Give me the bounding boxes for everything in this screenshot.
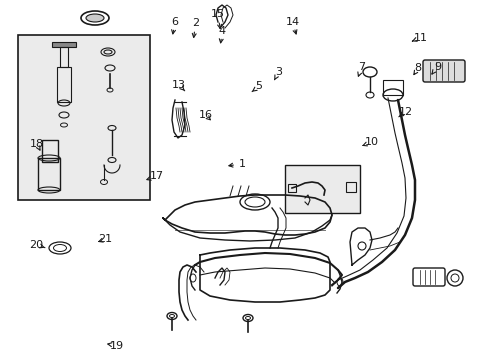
Text: 5: 5 — [255, 81, 262, 91]
Bar — [285, 165, 359, 213]
Bar — [382, 80, 402, 95]
Bar — [57, 67, 71, 102]
Text: 13: 13 — [171, 80, 185, 90]
Text: 18: 18 — [30, 139, 43, 149]
Text: 4: 4 — [219, 26, 225, 36]
Bar — [42, 140, 58, 162]
Text: 16: 16 — [198, 110, 212, 120]
Bar — [60, 47, 68, 67]
Text: 1: 1 — [238, 159, 245, 169]
Text: 9: 9 — [433, 62, 440, 72]
Text: 17: 17 — [149, 171, 163, 181]
Ellipse shape — [86, 14, 104, 22]
Text: 3: 3 — [275, 67, 282, 77]
Text: 7: 7 — [358, 62, 365, 72]
Text: 12: 12 — [398, 107, 412, 117]
Text: 21: 21 — [98, 234, 112, 244]
Text: 10: 10 — [364, 137, 378, 147]
Text: 14: 14 — [285, 17, 299, 27]
FancyBboxPatch shape — [422, 60, 464, 82]
Text: 15: 15 — [210, 9, 224, 19]
Text: 19: 19 — [110, 341, 124, 351]
Bar — [18, 35, 150, 200]
Bar — [52, 42, 76, 47]
Bar — [38, 158, 60, 190]
Text: 11: 11 — [413, 33, 427, 43]
Bar — [287, 184, 295, 192]
Text: 8: 8 — [414, 63, 421, 73]
Text: 2: 2 — [192, 18, 199, 28]
Bar — [346, 182, 355, 192]
Text: 6: 6 — [171, 17, 178, 27]
Text: 20: 20 — [30, 240, 43, 250]
